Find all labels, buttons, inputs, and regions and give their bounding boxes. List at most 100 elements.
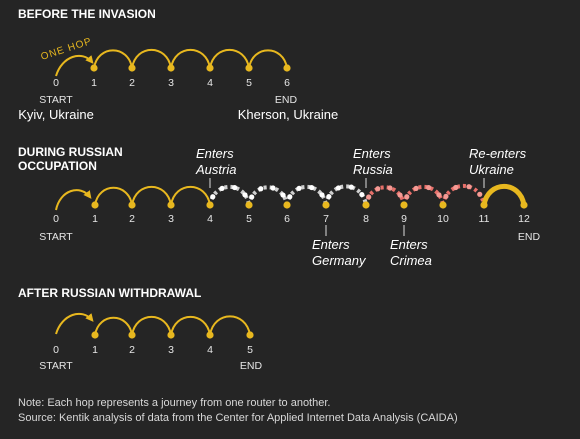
during-end-label: END [518, 231, 541, 243]
during-hop-number: 11 [479, 213, 490, 225]
annotation-austria-line1: Enters [196, 146, 234, 161]
after-first-hop-arrow [55, 312, 94, 335]
during-hop-number: 5 [246, 213, 252, 225]
after-hop-arc [131, 316, 172, 336]
annotation-russia-line1: Enters [353, 146, 391, 161]
before-hops [93, 49, 288, 69]
before-hop-number: 6 [284, 77, 290, 89]
during-title-line2: OCCUPATION [18, 159, 97, 173]
after-router-dot [91, 331, 99, 339]
during-hop-bead [335, 185, 342, 191]
during-hop-bead [232, 184, 238, 191]
source-note: Source: Kentik analysis of data from the… [18, 412, 458, 424]
during-hop-bead [219, 185, 225, 191]
during-hops [94, 183, 527, 206]
before-title: BEFORE THE INVASION [18, 7, 156, 21]
during-hop-bead [366, 194, 372, 200]
before-end-label: END [275, 94, 298, 106]
during-hop-number: 12 [518, 213, 530, 225]
after-hop-arc [170, 316, 211, 336]
during-router-dot [480, 201, 488, 209]
during-hop-bead [375, 186, 381, 192]
after-title: AFTER RUSSIAN WITHDRAWAL [18, 286, 201, 300]
during-hop-bead [453, 184, 459, 191]
during-hop-bead [387, 185, 393, 191]
during-hop-bead [348, 184, 354, 190]
annotation-germany-line2: Germany [312, 253, 367, 268]
before-numbers: 0 1 2 3 4 5 6 [53, 77, 290, 89]
during-hop-bead [242, 192, 248, 198]
before-router-dot [167, 64, 175, 72]
after-hop-number: 5 [247, 344, 253, 356]
section-during: DURING RUSSIAN OCCUPATION Enters Austria… [18, 145, 541, 268]
start-city: Kyiv, Ukraine [18, 107, 94, 122]
during-hop-arc-salmon [364, 185, 406, 206]
during-hop-bead [359, 191, 365, 198]
during-numbers: 0 1 2 3 4 5 6 7 8 9 10 11 12 [53, 213, 530, 225]
during-hop-arc [131, 186, 172, 206]
footnote: Note: Each hop represents a journey from… [18, 397, 330, 409]
before-router-dot [283, 64, 291, 72]
during-hop-bead [280, 192, 286, 198]
during-hop-bead [443, 193, 449, 199]
annotation-ukraine-line1: Re-enters [469, 146, 527, 161]
after-hops [94, 315, 251, 336]
during-hop-bead [404, 194, 410, 200]
after-hop-number: 0 [53, 344, 59, 356]
during-hop-number: 4 [207, 213, 213, 225]
before-hop-arc [93, 49, 133, 69]
after-numbers: 0 1 2 3 4 5 [53, 344, 253, 356]
before-router-dot [128, 64, 136, 72]
after-router-dot [128, 331, 136, 339]
after-hop-number: 4 [207, 344, 213, 356]
during-hop-number: 2 [129, 213, 135, 225]
during-hop-number: 6 [284, 213, 290, 225]
before-hop-number: 0 [53, 77, 59, 89]
annotation-germany-line1: Enters [312, 237, 350, 252]
after-hop-number: 2 [129, 344, 135, 356]
end-city: Kherson, Ukraine [238, 107, 338, 122]
annotation-austria-line2: Austria [195, 162, 236, 177]
during-router-dot [520, 201, 528, 209]
annotation-crimea-line1: Enters [390, 237, 428, 252]
before-hop-number: 1 [91, 77, 97, 89]
before-start-label: START [39, 94, 73, 106]
after-hop-number: 1 [92, 344, 98, 356]
during-router-dot [245, 201, 253, 209]
during-hop-bead [326, 193, 332, 200]
before-router-dot [90, 64, 98, 72]
during-hop-number: 1 [92, 213, 98, 225]
during-router-dot [128, 201, 136, 209]
before-hop-number: 5 [246, 77, 252, 89]
during-hop-arc [170, 186, 211, 206]
during-hop-number: 3 [168, 213, 174, 225]
before-routers [90, 64, 291, 72]
section-before: BEFORE THE INVASION ONE HOP 0 1 2 3 4 5 6 STAR… [18, 7, 338, 122]
during-router-dot [400, 201, 408, 209]
during-router-dot [206, 201, 214, 209]
during-hop-number: 8 [363, 213, 369, 225]
after-hop-arc [94, 317, 133, 336]
during-hop-bead [258, 186, 264, 192]
during-router-dot [362, 201, 370, 209]
during-hop-arc-gray [247, 185, 289, 206]
during-hop-bead [413, 185, 419, 191]
after-router-dot [246, 331, 254, 339]
during-hop-bead [309, 184, 315, 191]
during-hop-bead [477, 191, 483, 197]
after-end-label: END [240, 360, 263, 372]
annotation-russia-line2: Russia [353, 162, 393, 177]
during-router-dot [91, 201, 99, 209]
after-start-label: START [39, 360, 73, 372]
after-hop-number: 3 [168, 344, 174, 356]
during-hop-bead [249, 194, 255, 200]
during-start-label: START [39, 231, 73, 243]
during-hop-bead [296, 185, 302, 191]
one-hop-arrow [55, 54, 94, 77]
during-hop-arc [481, 183, 527, 206]
during-routers [91, 201, 528, 209]
annotation-ukraine-line2: Ukraine [469, 162, 514, 177]
before-hop-arc [209, 49, 250, 69]
during-hop-number: 0 [53, 213, 59, 225]
